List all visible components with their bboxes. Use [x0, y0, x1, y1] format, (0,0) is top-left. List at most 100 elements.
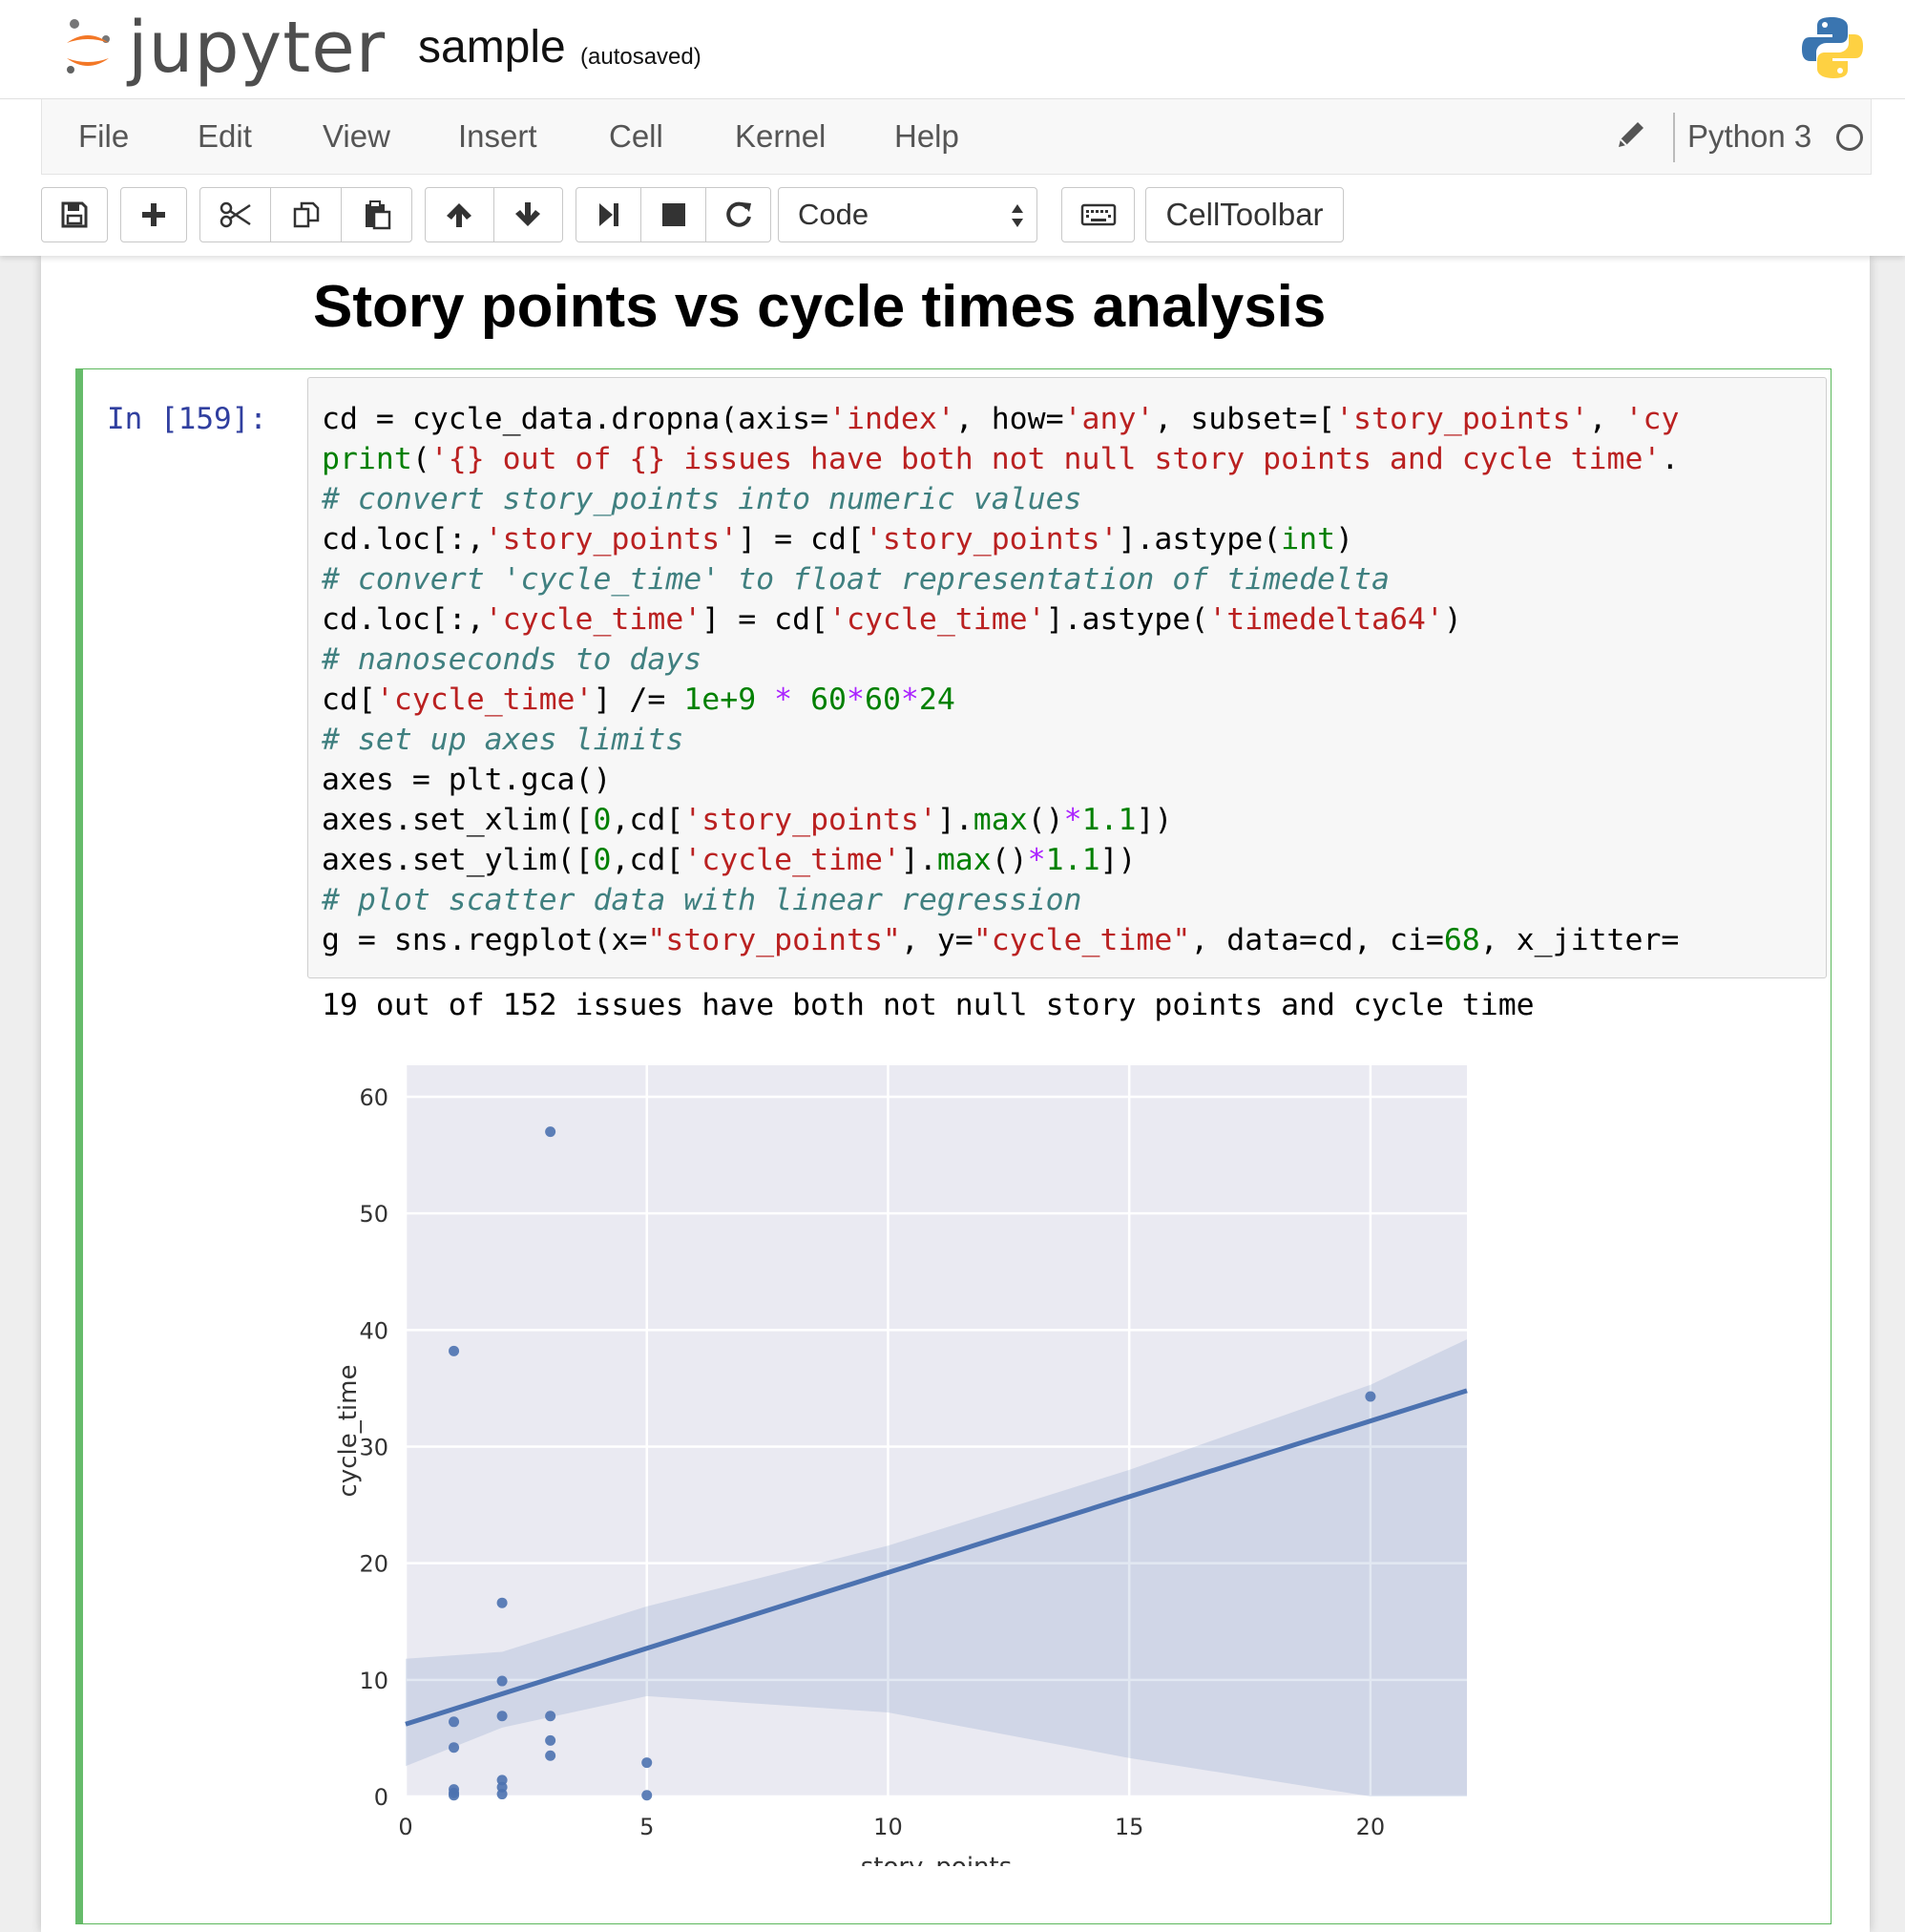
logo-text: jupyter — [128, 7, 387, 89]
kernel-separator — [1673, 113, 1675, 162]
step-forward-icon — [598, 203, 618, 226]
jupyter-orbit-icon — [67, 19, 110, 74]
code-line: print('{} out of {} issues have both not… — [322, 442, 1680, 476]
restart-button[interactable] — [706, 188, 770, 242]
y-tick-label: 20 — [359, 1551, 388, 1578]
cut-button[interactable] — [200, 188, 271, 242]
cell-type-select[interactable]: Code — [778, 187, 1037, 242]
code-line: cd.loc[:,'cycle_time'] = cd['cycle_time'… — [322, 602, 1462, 637]
markdown-heading[interactable]: Story points vs cycle times analysis — [313, 274, 1327, 340]
code-line: # convert 'cycle_time' to float represen… — [322, 562, 1390, 597]
insert-cell-button[interactable] — [120, 187, 187, 242]
code-line: # set up axes limits — [322, 723, 684, 757]
x-tick-label: 15 — [1115, 1814, 1144, 1840]
data-point — [545, 1711, 556, 1722]
y-tick-label: 50 — [359, 1201, 388, 1228]
menu-edit[interactable]: Edit — [198, 118, 252, 154]
menu-kernel[interactable]: Kernel — [735, 118, 827, 154]
y-tick-label: 0 — [374, 1784, 388, 1811]
kernel-name[interactable]: Python 3 — [1687, 118, 1812, 154]
edit-button-group — [199, 187, 412, 242]
code-line: cd = cycle_data.dropna(axis='index', how… — [322, 402, 1680, 436]
cell-type-value: Code — [798, 198, 869, 231]
save-icon — [61, 201, 88, 228]
scatter-regression-plot: 0 5 10 15 20 0 10 20 30 40 50 60 story_points cycle_t… — [334, 1065, 1468, 1866]
data-point — [545, 1750, 556, 1761]
python-logo-icon — [1802, 17, 1863, 78]
y-tick-label: 30 — [359, 1434, 388, 1460]
menu-file[interactable]: File — [78, 118, 130, 154]
plus-icon — [142, 203, 165, 226]
paste-button[interactable] — [342, 188, 411, 242]
jupyter-logo[interactable]: jupyter — [61, 10, 386, 86]
cell-prompt: In [159]: — [107, 402, 267, 436]
run-button-group — [576, 187, 771, 242]
data-point — [641, 1790, 653, 1801]
run-cell-button[interactable] — [576, 188, 641, 242]
notebook-header: jupyter sample (autosaved) File Edit Vie… — [0, 0, 1905, 256]
code-line: axes = plt.gca() — [322, 763, 612, 797]
regression-line — [405, 1388, 1468, 1727]
plot-background — [406, 1065, 1467, 1796]
code-line: axes.set_ylim([0,cd['cycle_time'].max()*… — [322, 843, 1137, 877]
menu-view[interactable]: View — [323, 118, 390, 154]
data-point — [545, 1126, 556, 1138]
keyboard-icon — [1080, 203, 1116, 226]
code-editor[interactable]: cd = cycle_data.dropna(axis='index', how… — [307, 377, 1827, 978]
select-arrows-icon — [1012, 204, 1023, 227]
x-tick-label: 20 — [1356, 1814, 1386, 1840]
save-button[interactable] — [41, 187, 108, 242]
y-axis-label: cycle_time — [334, 1365, 363, 1498]
kernel-idle-icon — [1836, 124, 1863, 151]
x-tick-label: 0 — [398, 1814, 412, 1840]
data-point — [496, 1789, 508, 1800]
y-tick-label: 60 — [359, 1084, 388, 1111]
data-point — [496, 1711, 508, 1722]
menu-help[interactable]: Help — [894, 118, 959, 154]
data-point — [449, 1742, 460, 1754]
arrow-up-icon — [447, 203, 472, 227]
code-line: g = sns.regplot(x="story_points", y="cyc… — [322, 923, 1680, 957]
code-lines[interactable]: cd = cycle_data.dropna(axis='index', how… — [322, 399, 1679, 960]
code-line: # convert story_points into numeric valu… — [322, 482, 1082, 516]
menu-insert[interactable]: Insert — [458, 118, 537, 154]
copy-button[interactable] — [271, 188, 342, 242]
code-line: cd.loc[:,'story_points'] = cd['story_poi… — [322, 522, 1354, 556]
arrow-down-icon — [515, 202, 541, 226]
interrupt-button[interactable] — [641, 188, 706, 242]
title-bar: jupyter sample (autosaved) — [0, 0, 1905, 99]
x-axis-label: story_points — [861, 1853, 1013, 1866]
y-tick-label: 10 — [359, 1668, 388, 1694]
stop-icon — [661, 203, 685, 226]
data-point — [545, 1734, 556, 1746]
main-toolbar: Code CellToolbar — [41, 187, 1854, 244]
x-tick-label: 10 — [873, 1814, 903, 1840]
data-point — [449, 1345, 460, 1356]
code-line: axes.set_xlim([0,cd['story_points'].max(… — [322, 803, 1173, 837]
data-point — [449, 1790, 460, 1801]
menu-cell[interactable]: Cell — [609, 118, 663, 154]
notebook-name[interactable]: sample — [418, 22, 566, 73]
command-palette-button[interactable] — [1061, 187, 1135, 242]
cell-toolbar-button[interactable]: CellToolbar — [1145, 187, 1344, 242]
restart-icon — [725, 201, 751, 227]
y-tick-label: 40 — [359, 1317, 388, 1344]
x-tick-label: 5 — [639, 1814, 654, 1840]
data-point — [449, 1716, 460, 1728]
code-line: cd['cycle_time'] /= 1e+9 * 60*60*24 — [322, 682, 955, 717]
confidence-band — [406, 1339, 1467, 1796]
output-stdout: 19 out of 152 issues have both not null … — [322, 988, 1535, 1022]
data-point — [1365, 1391, 1376, 1402]
code-cell[interactable]: In [159]: cd = cycle_data.dropna(axis='i… — [75, 368, 1832, 1924]
copy-icon — [293, 201, 319, 228]
move-up-button[interactable] — [426, 188, 494, 242]
data-point — [496, 1597, 508, 1608]
move-button-group — [425, 187, 563, 242]
scissors-icon — [220, 201, 251, 228]
data-point — [496, 1675, 508, 1687]
data-point — [641, 1757, 653, 1769]
code-line: # nanoseconds to days — [322, 642, 702, 677]
paste-icon — [365, 200, 390, 230]
pencil-icon[interactable] — [1615, 118, 1647, 151]
move-down-button[interactable] — [494, 188, 563, 242]
